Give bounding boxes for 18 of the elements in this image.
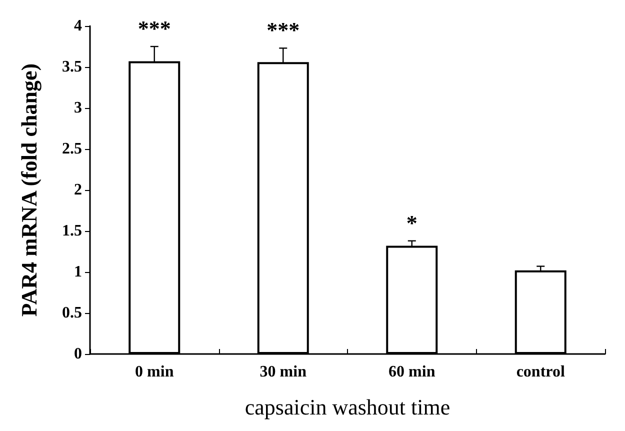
y-tick-label: 0.5 xyxy=(62,304,82,322)
y-tick-label: 0 xyxy=(74,346,82,362)
x-tick-label: 30 min xyxy=(260,364,307,380)
annotation: *** xyxy=(266,18,300,43)
x-tick-label: 0 min xyxy=(135,364,174,380)
y-tick-label: 1 xyxy=(74,264,82,280)
y-tick-label: 4 xyxy=(74,18,82,34)
x-axis-title: capsaicin washout time xyxy=(244,394,450,420)
y-tick-label: 2 xyxy=(74,182,82,198)
y-tick-label: 3 xyxy=(74,100,82,116)
x-tick-label: control xyxy=(516,364,566,380)
x-tick-label: 60 min xyxy=(388,364,436,380)
y-axis-title: PAR4 mRNA (fold change) xyxy=(16,63,42,317)
y-tick-label: 3.5 xyxy=(62,58,82,76)
annotation: * xyxy=(406,210,418,236)
y-tick-label: 2.5 xyxy=(62,140,82,158)
y-tick-label: 1.5 xyxy=(62,222,82,240)
annotation: *** xyxy=(138,16,171,41)
